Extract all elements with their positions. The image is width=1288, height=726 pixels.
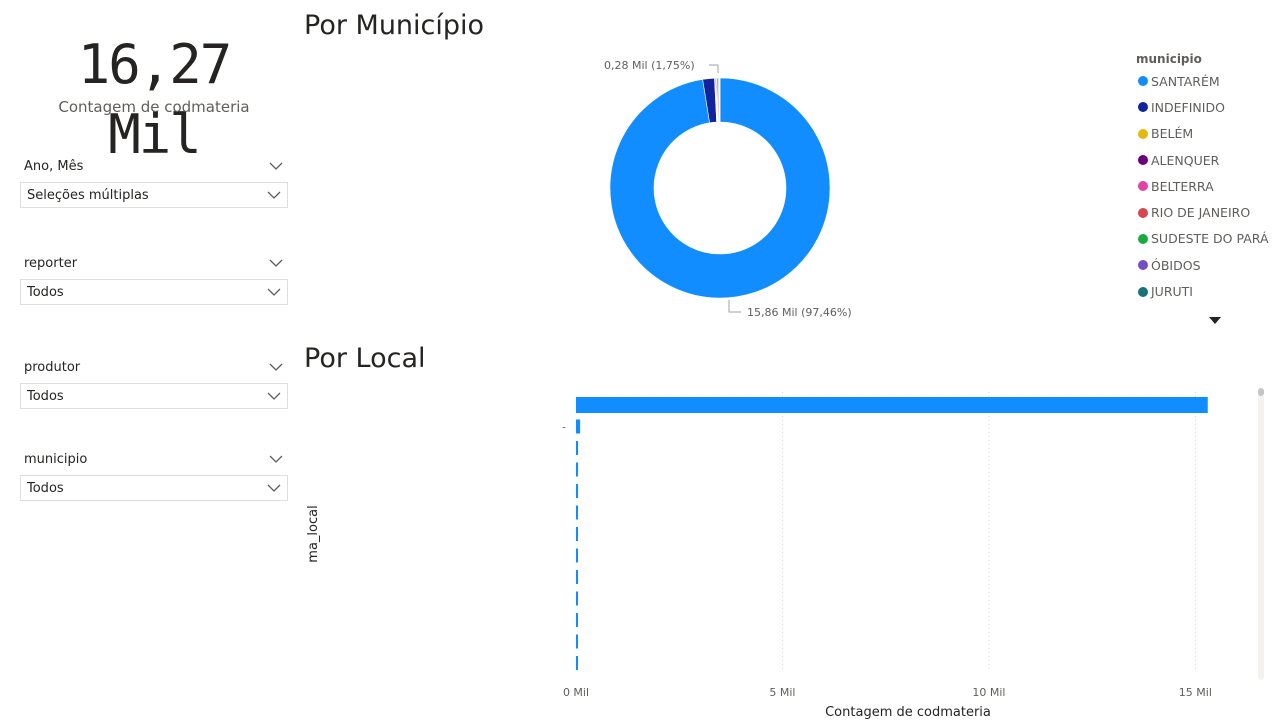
bar[interactable] (576, 484, 579, 498)
x-tick-label: 15 Mil (1179, 686, 1212, 699)
legend-label: SANTARÉM (1151, 73, 1220, 89)
donut-chart: 0,28 Mil (1,75%) 15,86 Mil (97,46%) (604, 59, 852, 319)
slicer-header[interactable]: Ano, Mês (20, 154, 288, 178)
legend-title: municipio (1136, 52, 1202, 66)
legend-label: BELÉM (1151, 126, 1194, 142)
bar[interactable] (576, 656, 578, 670)
legend-item[interactable]: JURUTI (1136, 278, 1286, 304)
chevron-down-icon[interactable] (268, 362, 284, 372)
legend-label: BELTERRA (1151, 178, 1214, 194)
bar[interactable] (576, 591, 578, 606)
bar-chart-title: Por Local (304, 343, 426, 374)
slicer-value: Todos (27, 388, 64, 404)
legend-item[interactable]: RIO DE JANEIRO (1136, 199, 1286, 225)
x-tick-label: 0 Mil (563, 686, 589, 699)
chevron-down-icon[interactable] (266, 391, 282, 401)
bar-y-axis-label: ma_local (306, 505, 321, 562)
bar[interactable] (576, 613, 578, 627)
chevron-down-icon[interactable] (268, 454, 284, 464)
slicer-header[interactable]: reporter (20, 251, 288, 275)
chevron-down-icon[interactable] (266, 190, 282, 200)
slicer-title: municipio (24, 451, 88, 467)
legend-item[interactable]: SANTARÉM (1136, 68, 1286, 94)
donut-title: Por Município (304, 10, 485, 41)
legend-label: SUDESTE DO PARÁ (1151, 231, 1269, 247)
legend-item[interactable]: SUDESTE DO PARÁ (1136, 226, 1286, 252)
slicer-header[interactable]: municipio (20, 447, 288, 471)
legend-item[interactable]: INDEFINIDO (1136, 94, 1286, 120)
chevron-down-icon[interactable] (266, 483, 282, 493)
legend-dot (1138, 76, 1148, 87)
slicer-produtor: produtor Todos (20, 355, 288, 409)
bar[interactable] (576, 527, 578, 541)
legend-item[interactable]: ALENQUER (1136, 147, 1286, 173)
legend-label: ALENQUER (1151, 152, 1220, 168)
bar[interactable] (576, 397, 1208, 413)
donut-label-small: 0,28 Mil (1,75%) (604, 59, 695, 72)
chevron-down-icon[interactable] (268, 258, 284, 268)
bar-x-axis-label: Contagem de codmateria (825, 705, 991, 720)
donut-legend: municipio SANTARÉM INDEFINIDO BELÉM ALENQUE… (1136, 50, 1286, 324)
bar-chart: - 0 Mil 5 Mil 10 Mil 15 Mil Contagem de cod… (306, 388, 1264, 720)
x-tick-label: 5 Mil (769, 686, 795, 699)
slicer-dropdown[interactable]: Todos (20, 383, 288, 409)
legend-dot (1138, 260, 1148, 271)
legend-item[interactable]: BELÉM (1136, 121, 1286, 147)
bar[interactable] (576, 548, 578, 563)
donut-leader-small (709, 64, 719, 73)
bar[interactable] (576, 505, 578, 520)
slicer-reporter: reporter Todos (20, 251, 288, 305)
slicer-dropdown[interactable]: Todos (20, 475, 288, 501)
slicer-title: produtor (24, 359, 81, 375)
bar-scrollbar[interactable] (1258, 394, 1264, 680)
legend-dot (1138, 181, 1148, 192)
slicer-value: Todos (27, 284, 64, 300)
slicer-value: Todos (27, 480, 64, 496)
legend-label: JURUTI (1151, 284, 1193, 300)
slicer-header[interactable]: produtor (20, 355, 288, 379)
donut-slice[interactable] (609, 77, 831, 299)
legend-label: RIO DE JANEIRO (1151, 205, 1251, 221)
legend-dot (1138, 155, 1148, 166)
slicer-dropdown[interactable]: Seleções múltiplas (20, 182, 288, 208)
legend-dot (1138, 286, 1148, 297)
x-tick-label: 10 Mil (972, 686, 1005, 699)
legend-item[interactable]: ÓBIDOS (1136, 252, 1286, 278)
legend-item[interactable]: BELTERRA (1136, 173, 1286, 199)
chevron-down-icon[interactable] (268, 161, 284, 171)
kpi-label: Contagem de codmateria (58, 98, 250, 116)
legend-label: ÓBIDOS (1151, 257, 1201, 273)
bar[interactable] (576, 462, 579, 477)
slicer-title: reporter (24, 255, 78, 271)
bar[interactable] (576, 634, 578, 649)
slicer-municipio: municipio Todos (20, 447, 288, 501)
legend-dot (1138, 207, 1148, 218)
donut-leader-large (728, 300, 741, 313)
bar-scrollbar-thumb[interactable] (1258, 388, 1264, 396)
slicer-ano-mes: Ano, Mês Seleções múltiplas (20, 154, 288, 208)
legend-scroll-down-icon[interactable] (1208, 315, 1222, 325)
donut-label-large: 15,86 Mil (97,46%) (747, 306, 852, 319)
slicer-title: Ano, Mês (24, 158, 84, 174)
bar[interactable] (576, 441, 579, 455)
bar[interactable] (576, 419, 581, 434)
slicer-value: Seleções múltiplas (27, 187, 149, 203)
legend-dot (1138, 102, 1148, 113)
y-tick-label: - (562, 421, 566, 434)
bar[interactable] (576, 570, 578, 584)
legend-label: INDEFINIDO (1151, 99, 1225, 115)
slicer-dropdown[interactable]: Todos (20, 279, 288, 305)
chevron-down-icon[interactable] (266, 287, 282, 297)
kpi-value: 16,27 Mil (77, 33, 233, 166)
legend-dot (1138, 128, 1148, 139)
legend-dot (1138, 233, 1148, 244)
